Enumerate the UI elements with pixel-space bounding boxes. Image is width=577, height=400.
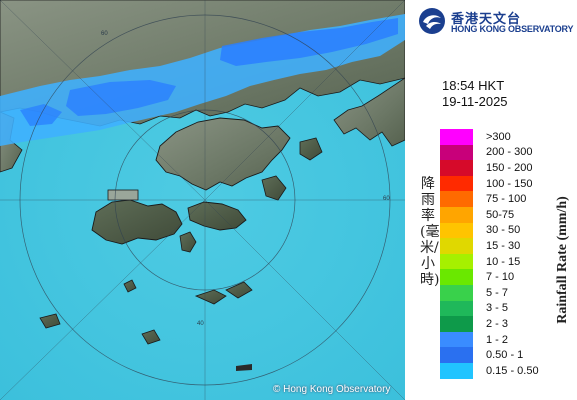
- new-territories-land: [155, 117, 291, 191]
- copyright-label: © Hong Kong Observatory: [273, 384, 391, 395]
- legend-swatch: [440, 222, 473, 239]
- legend-row: 3 - 5: [440, 300, 577, 317]
- legend-swatch: [440, 316, 473, 332]
- legend-row: >300: [440, 129, 577, 145]
- legend-row: 7 - 10: [440, 269, 577, 285]
- sai-kung-island-land: [261, 175, 287, 201]
- radial-spokes: [0, 0, 405, 400]
- ring-label-60-east: 60: [383, 196, 390, 202]
- legend-label: >300: [486, 130, 511, 143]
- observation-date: 19-11-2025: [442, 94, 508, 109]
- legend-swatch: [440, 300, 473, 317]
- legend-swatch: [440, 362, 473, 379]
- lema-island-f: [236, 364, 252, 371]
- legend-row: 50-75: [440, 206, 577, 223]
- hko-logo: 香港天文台 HONG KONG OBSERVATORY: [417, 6, 577, 36]
- legend-title-zh: 降雨率(毫米/小時): [420, 176, 440, 288]
- legend-swatch: [440, 206, 473, 223]
- info-panel: 香港天文台 HONG KONG OBSERVATORY 18:54 HKT 19…: [405, 0, 577, 400]
- legend-label: 150 - 200: [486, 161, 533, 174]
- lantau-island-land: [91, 199, 183, 245]
- airport-land: [107, 189, 139, 201]
- legend-label: 3 - 5: [486, 302, 509, 315]
- legend-label: 30 - 50: [486, 224, 521, 237]
- hk-island-land: [187, 201, 247, 231]
- legend-swatch: [440, 144, 473, 161]
- legend-label: 0.15 - 0.50: [486, 364, 539, 377]
- lema-island-c: [39, 313, 61, 329]
- ring-label-60-north: 60: [101, 31, 108, 37]
- legend-row: 30 - 50: [440, 222, 577, 239]
- rainfall-legend: >300 200 - 300 150 - 200 100 - 150 75 - 100 5…: [440, 129, 577, 379]
- legend-label: 7 - 10: [486, 271, 515, 284]
- legend-row: 2 - 3: [440, 316, 577, 332]
- legend-label: 50-75: [486, 208, 515, 221]
- legend-swatch: [440, 347, 473, 363]
- lamma-island-land: [179, 231, 197, 253]
- legend-title-en: Rainfall Rate (mm/h): [555, 196, 570, 324]
- lema-island-e: [123, 279, 137, 293]
- legend-label: 100 - 150: [486, 177, 533, 190]
- legend-row: 10 - 15: [440, 253, 577, 270]
- legend-row: 0.15 - 0.50: [440, 362, 577, 379]
- lema-island-d: [141, 329, 161, 345]
- legend-label: 2 - 3: [486, 317, 509, 330]
- legend-swatch: [440, 175, 473, 192]
- legend-label: 15 - 30: [486, 239, 521, 252]
- radar-map-svg: [0, 0, 405, 400]
- legend-swatch: [440, 253, 473, 270]
- lema-island-b: [225, 281, 253, 299]
- legend-row: 15 - 30: [440, 238, 577, 254]
- legend-row: 0.50 - 1: [440, 347, 577, 363]
- observation-time: 18:54 HKT: [442, 78, 505, 93]
- legend-swatch: [440, 269, 473, 285]
- legend-label: 1 - 2: [486, 333, 509, 346]
- east-island-land: [299, 137, 323, 161]
- legend-row: 5 - 7: [440, 284, 577, 301]
- logo-name-en: HONG KONG OBSERVATORY: [451, 24, 574, 34]
- logo-name-zh: 香港天文台: [451, 12, 522, 27]
- legend-row: 200 - 300: [440, 144, 577, 161]
- rain-band-moderate-west: [66, 80, 176, 116]
- legend-label: 5 - 7: [486, 286, 509, 299]
- ring-label-40-south: 40: [197, 321, 204, 327]
- east-peninsula-land: [333, 77, 405, 147]
- legend-row: 150 - 200: [440, 160, 577, 176]
- legend-label: 75 - 100: [486, 193, 527, 206]
- legend-label: 10 - 15: [486, 255, 521, 268]
- lema-island-a: [194, 289, 227, 305]
- legend-row: 100 - 150: [440, 175, 577, 192]
- legend-row: 1 - 2: [440, 331, 577, 348]
- rain-band-moderate-north: [220, 18, 398, 66]
- legend-swatch: [440, 160, 473, 176]
- legend-swatch: [440, 129, 473, 145]
- legend-label: 0.50 - 1: [486, 349, 524, 362]
- legend-swatch: [440, 238, 473, 254]
- legend-row: 75 - 100: [440, 191, 577, 207]
- legend-swatch: [440, 191, 473, 207]
- legend-swatch: [440, 284, 473, 301]
- legend-swatch: [440, 331, 473, 348]
- legend-label: 200 - 300: [486, 146, 533, 159]
- hko-emblem-icon: [419, 8, 445, 34]
- radar-map: 60 60 40 © Hong Kong Observatory: [0, 0, 405, 400]
